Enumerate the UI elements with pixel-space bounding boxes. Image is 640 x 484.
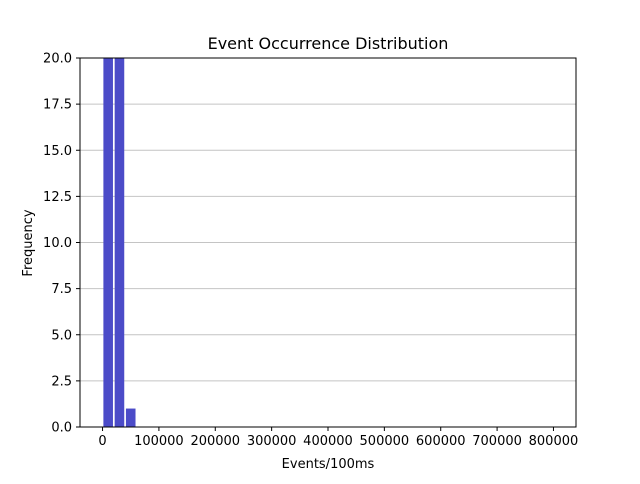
x-tick-label: 200000 bbox=[190, 434, 240, 449]
histogram-bar bbox=[103, 58, 113, 427]
y-axis-ticks: 0.0 2.5 5.0 7.5 10.0 12.5 15.0 17.5 20.0 bbox=[43, 52, 80, 436]
x-tick-label: 400000 bbox=[303, 434, 353, 449]
y-tick-label: 15.0 bbox=[43, 144, 72, 159]
histogram-bar bbox=[114, 58, 125, 427]
y-tick-label: 12.5 bbox=[43, 190, 72, 205]
y-tick-label: 7.5 bbox=[51, 282, 72, 297]
y-tick-label: 0.0 bbox=[51, 421, 72, 436]
x-axis-label: Events/100ms bbox=[282, 457, 375, 472]
y-tick-label: 5.0 bbox=[51, 328, 72, 343]
chart-title: Event Occurrence Distribution bbox=[208, 34, 449, 53]
y-tick-label: 17.5 bbox=[43, 98, 72, 113]
x-tick-label: 500000 bbox=[360, 434, 410, 449]
x-tick-label: 700000 bbox=[472, 434, 522, 449]
x-tick-label: 0 bbox=[98, 434, 106, 449]
y-axis-label: Frequency bbox=[21, 209, 36, 276]
y-tick-label: 10.0 bbox=[43, 236, 72, 251]
histogram-bar bbox=[125, 408, 136, 427]
x-tick-label: 800000 bbox=[529, 434, 579, 449]
bars bbox=[103, 58, 136, 427]
y-tick-label: 2.5 bbox=[51, 374, 72, 389]
x-tick-label: 600000 bbox=[416, 434, 466, 449]
x-tick-label: 300000 bbox=[247, 434, 297, 449]
y-tick-label: 20.0 bbox=[43, 52, 72, 67]
x-axis-ticks: 0 100000 200000 300000 400000 500000 600000 700… bbox=[98, 427, 578, 449]
y-gridlines bbox=[80, 103, 576, 382]
x-tick-label: 100000 bbox=[134, 434, 184, 449]
